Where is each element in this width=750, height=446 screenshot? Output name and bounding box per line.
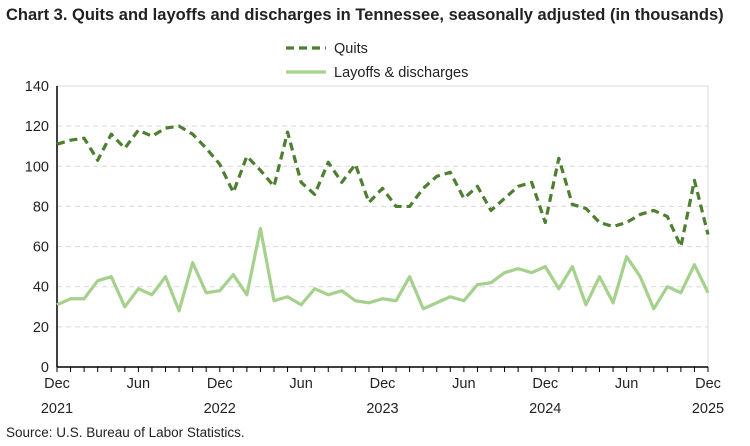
chart-title: Chart 3. Quits and layoffs and discharge… xyxy=(6,6,724,24)
series-line-layoffs-discharges xyxy=(56,226,710,313)
x-tick-label: Dec xyxy=(532,376,558,392)
x-tick-label: Dec xyxy=(370,376,396,392)
y-tick-label: 80 xyxy=(33,199,49,215)
x-tick-label: Jun xyxy=(615,376,638,392)
x-tick-year: 2024 xyxy=(529,401,561,417)
x-tick-year: 2025 xyxy=(692,401,724,417)
y-tick-label: 0 xyxy=(41,360,49,376)
y-tick-label: 40 xyxy=(33,280,49,296)
y-tick-label: 100 xyxy=(25,159,49,175)
x-tick-year: 2023 xyxy=(366,401,398,417)
legend-label: Quits xyxy=(334,41,368,57)
x-tick-label: Dec xyxy=(695,376,721,392)
y-tick-label: 60 xyxy=(33,240,49,256)
x-tick-label: Dec xyxy=(44,376,70,392)
y-tick-label: 120 xyxy=(25,119,49,135)
x-tick-year: 2021 xyxy=(41,401,73,417)
x-tick-label: Jun xyxy=(289,376,312,392)
legend-label: Layoffs & discharges xyxy=(334,65,468,81)
x-tick-year: 2022 xyxy=(204,401,236,417)
source-note: Source: U.S. Bureau of Labor Statistics. xyxy=(6,425,245,440)
x-tick-label: Jun xyxy=(127,376,150,392)
y-tick-label: 20 xyxy=(33,320,49,336)
series-line-quits xyxy=(56,124,710,249)
x-tick-label: Jun xyxy=(452,376,475,392)
y-tick-label: 140 xyxy=(25,79,49,95)
x-tick-label: Dec xyxy=(207,376,233,392)
